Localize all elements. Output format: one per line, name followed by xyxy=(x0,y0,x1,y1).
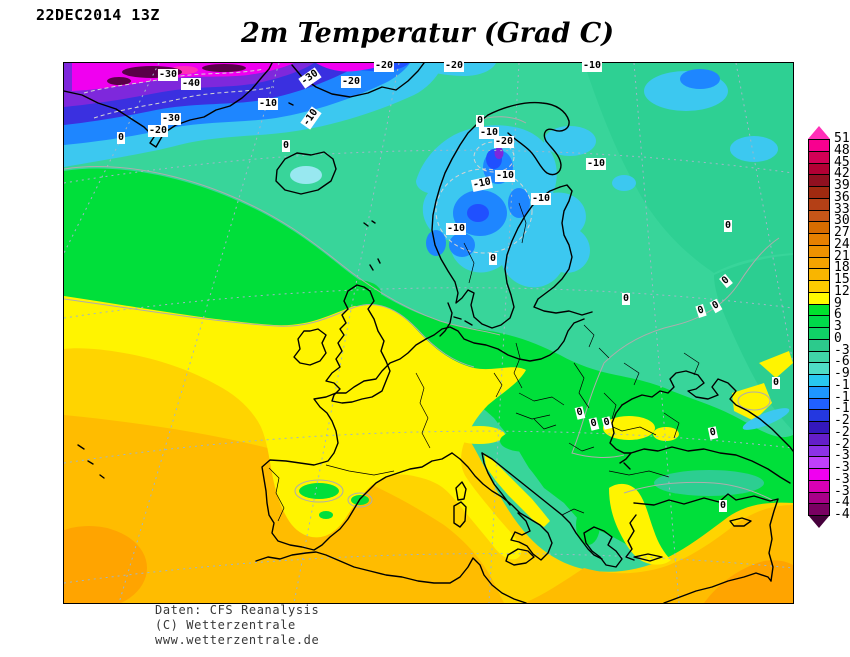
legend-tick-label: 42 xyxy=(834,166,850,182)
legend-tick-label: 36 xyxy=(834,189,850,205)
contour-label: -20 xyxy=(147,125,169,137)
legend-tick-label: 12 xyxy=(834,283,850,299)
credit-source: Daten: CFS Reanalysis xyxy=(155,603,320,617)
legend-tick-label: -39 xyxy=(834,483,850,499)
credit-copyright: (C) Wetterzentrale xyxy=(155,618,296,632)
legend-tick-label: 27 xyxy=(834,225,850,241)
legend-tick-label: 3 xyxy=(834,319,842,335)
contour-label: 0 xyxy=(771,377,781,389)
contour-label: 0 xyxy=(723,220,733,232)
contour-label: -20 xyxy=(373,60,395,72)
page-title: 2m Temperatur (Grad C) xyxy=(240,18,615,49)
legend-tick-label: 33 xyxy=(834,201,850,217)
temperature-map: -30 -40 -10 -30 -20 -20 -10 -30 -20 0 0 -20 -10 0 -10-… xyxy=(63,60,794,604)
legend-tick-label: 15 xyxy=(834,272,850,288)
legend-tick-label: -15 xyxy=(834,389,850,405)
legend-color-box xyxy=(808,503,830,516)
contour-label: 0 xyxy=(116,132,126,144)
legend-tick-label: 45 xyxy=(834,154,850,170)
contour-label: -10 xyxy=(585,158,607,170)
legend-tick-label: 39 xyxy=(834,178,850,194)
legend-tick-label: 48 xyxy=(834,142,850,158)
contour-label: -10 xyxy=(445,223,467,235)
graticule xyxy=(64,63,793,603)
legend-tick-label: -27 xyxy=(834,436,850,452)
contour-label: -20 xyxy=(340,76,362,88)
contour-label: -20 xyxy=(493,136,515,148)
legend-tick-label: -42 xyxy=(834,495,850,511)
contour-label: 0 xyxy=(488,253,498,265)
contour-label: -30 xyxy=(160,113,182,125)
contour-label: -20 xyxy=(443,60,465,72)
legend-tick-label: -24 xyxy=(834,424,850,440)
contour-label: -10 xyxy=(581,60,603,72)
legend-tick-label: 0 xyxy=(834,330,842,346)
contour-label: -10 xyxy=(530,193,552,205)
legend-tick-label: -6 xyxy=(834,354,850,370)
isotherm-lines xyxy=(64,116,780,508)
legend-tick-label: -30 xyxy=(834,448,850,464)
contour-label: 0 xyxy=(475,115,485,127)
legend-tick-label: -21 xyxy=(834,413,850,429)
temperature-legend: 51 48 45 42 39 36 33 30 27 24 21 18 15 12 9 6 3 0 -3 -6 -9 -1… xyxy=(808,126,850,538)
credits: Daten: CFS Reanalysis (C) Wetterzentrale… xyxy=(155,603,319,648)
legend-tick-label: -18 xyxy=(834,401,850,417)
legend-tick-label: -9 xyxy=(834,366,850,382)
legend-tick-label: -36 xyxy=(834,471,850,487)
legend-tick-label: 21 xyxy=(834,248,850,264)
legend-tick-label: 51 xyxy=(834,131,850,147)
contour-label: -40 xyxy=(180,78,202,90)
temperature-field-svg xyxy=(64,63,793,603)
legend-tick-label: 24 xyxy=(834,236,850,252)
legend-tick-label: -45 xyxy=(834,507,850,523)
contour-label: -10 xyxy=(257,98,279,110)
run-timestamp: 22DEC2014 13Z xyxy=(36,6,160,24)
legend-tick-label: 6 xyxy=(834,307,842,323)
contour-label: 0 xyxy=(281,140,291,152)
legend-arrow-top-icon xyxy=(808,126,830,139)
legend-tick-label: -33 xyxy=(834,460,850,476)
contour-label: -30 xyxy=(157,69,179,81)
legend-tick-label: 30 xyxy=(834,213,850,229)
legend-tick-label: -3 xyxy=(834,342,850,358)
contour-label: 0 xyxy=(718,500,728,512)
country-borders xyxy=(268,202,700,522)
contour-label: -10 xyxy=(494,170,516,182)
contour-label: 0 xyxy=(621,293,631,305)
coastlines xyxy=(64,63,793,603)
legend-arrow-bottom-icon xyxy=(808,515,830,528)
legend-tick-label: -12 xyxy=(834,377,850,393)
legend-tick-label: 18 xyxy=(834,260,850,276)
legend-tick-label: 9 xyxy=(834,295,842,311)
credit-url: www.wetterzentrale.de xyxy=(155,633,320,647)
